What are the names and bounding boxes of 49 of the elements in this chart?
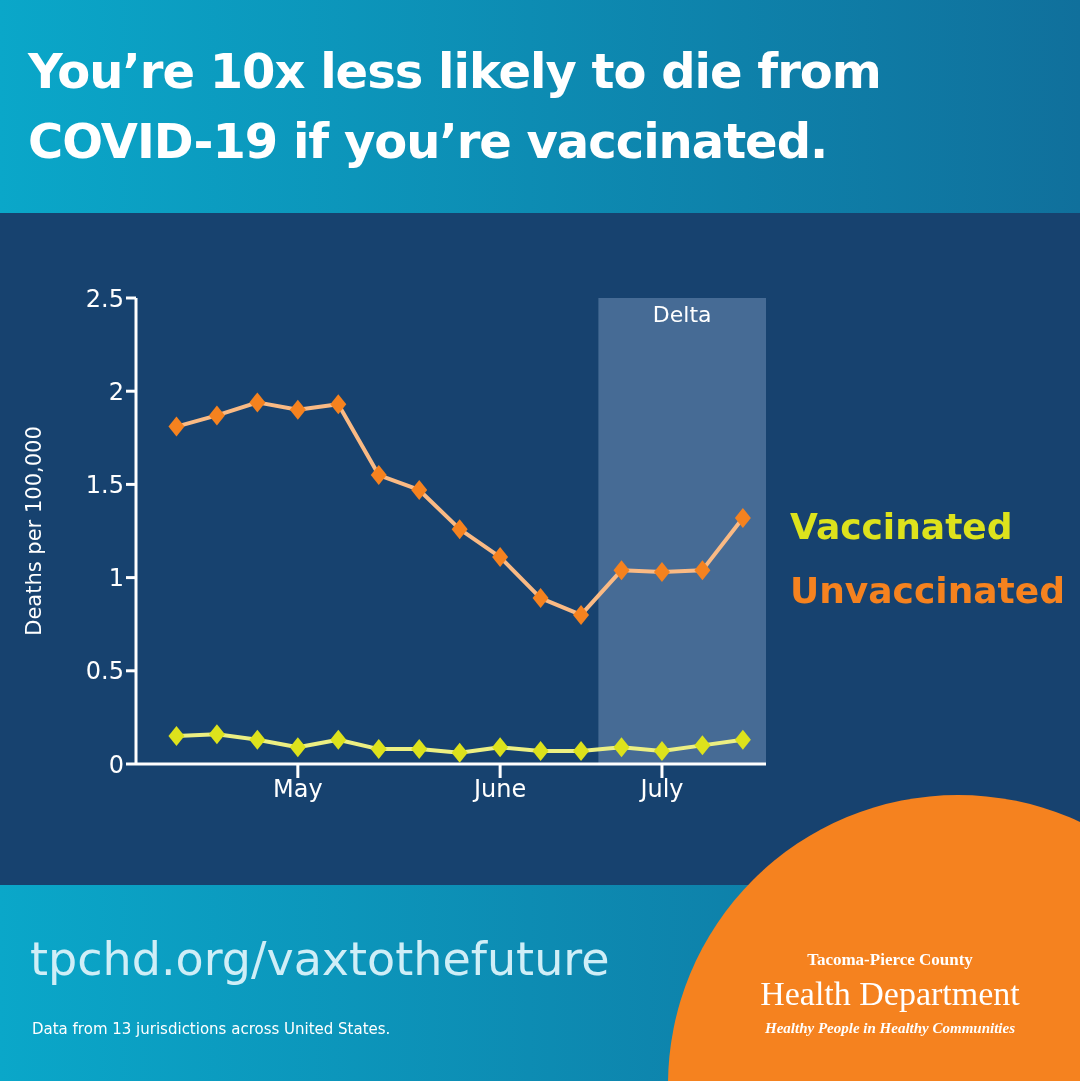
point — [249, 729, 266, 750]
point — [168, 416, 185, 437]
point — [289, 399, 306, 420]
point — [249, 392, 266, 413]
point — [451, 742, 468, 763]
point — [734, 507, 751, 528]
point — [492, 737, 509, 758]
point — [613, 737, 630, 758]
point — [573, 740, 590, 761]
point — [168, 726, 185, 747]
point — [411, 479, 428, 500]
point — [289, 737, 306, 758]
y-axis-title: Deaths per 100,000 — [22, 426, 47, 636]
point — [653, 562, 670, 583]
y-tick-label: 0 — [108, 750, 124, 779]
point — [330, 729, 347, 750]
text: tpchd.org/vaxtothefuture — [30, 932, 610, 986]
chart-title: You’re 10x less likely to die from COVID-19 if you’re vaccinated. — [28, 42, 882, 171]
point — [411, 739, 428, 760]
point — [532, 588, 549, 609]
band-label: Delta — [652, 301, 712, 327]
point — [694, 560, 711, 581]
y-tick-label: 1.5 — [85, 470, 124, 499]
text: Tacoma-Pierce County — [806, 950, 974, 970]
x-tick-label: June — [472, 775, 527, 804]
point — [532, 740, 549, 761]
point — [613, 560, 630, 581]
point — [573, 604, 590, 625]
y-tick-label: 1 — [108, 564, 124, 593]
y-tick-label: 0.5 — [85, 657, 124, 686]
point — [330, 394, 347, 415]
x-tick-label: May — [273, 775, 323, 804]
y-tick-label: 2 — [108, 377, 124, 406]
y-tick-label: 2.5 — [85, 284, 124, 313]
point — [451, 519, 468, 540]
x-tick-label: July — [638, 775, 684, 804]
point — [653, 740, 670, 761]
series-label: Unvaccinated — [790, 569, 1065, 613]
text: Data from 13 jurisdictions across United States. — [32, 1020, 391, 1038]
point — [370, 739, 387, 760]
point — [492, 547, 509, 568]
point — [370, 465, 387, 486]
point — [734, 729, 751, 750]
point — [208, 405, 225, 426]
text: Healthy People in Healthy Communities — [764, 1020, 1016, 1037]
point — [694, 735, 711, 756]
point — [208, 724, 225, 745]
text: Vaccinated — [790, 505, 1014, 549]
text: Health Department — [759, 975, 1021, 1013]
